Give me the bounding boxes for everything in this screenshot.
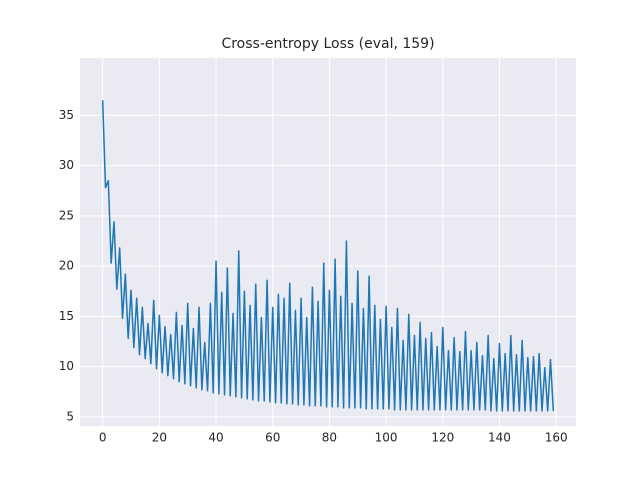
x-tick-label: 140 xyxy=(488,431,511,445)
x-tick-label: 40 xyxy=(208,431,223,445)
y-tick-label: 20 xyxy=(59,259,74,273)
y-tick-label: 30 xyxy=(59,158,74,172)
x-tick-label: 100 xyxy=(375,431,398,445)
x-tick-label: 160 xyxy=(545,431,568,445)
chart-title: Cross-entropy Loss (eval, 159) xyxy=(221,36,434,52)
x-tick-label: 20 xyxy=(152,431,167,445)
y-tick-label: 10 xyxy=(59,359,74,373)
x-tick-label: 120 xyxy=(431,431,454,445)
x-tick-label: 0 xyxy=(99,431,107,445)
x-tick-label: 80 xyxy=(322,431,337,445)
y-tick-label: 25 xyxy=(59,208,74,222)
x-tick-label: 60 xyxy=(265,431,280,445)
y-tick-label: 5 xyxy=(66,409,74,423)
data-line xyxy=(101,100,555,412)
y-tick-label: 35 xyxy=(59,108,74,122)
y-tick-label: 15 xyxy=(59,309,74,323)
